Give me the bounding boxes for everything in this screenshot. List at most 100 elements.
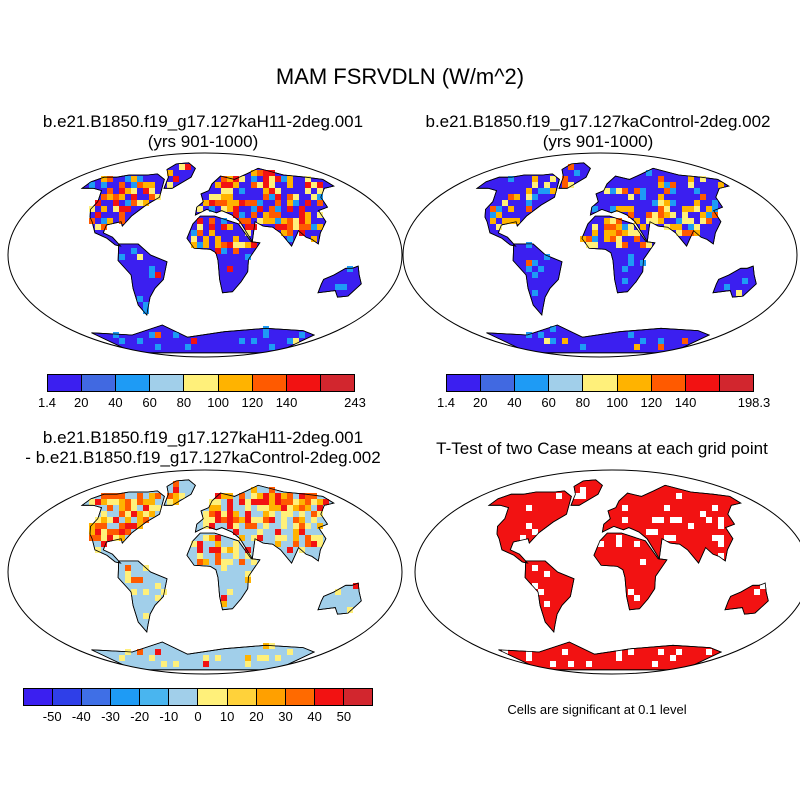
grid-cell xyxy=(580,487,586,493)
grid-cell xyxy=(658,344,664,350)
grid-cell xyxy=(580,236,586,242)
grid-cell xyxy=(227,589,233,595)
grid-cell xyxy=(149,332,155,338)
grid-cell xyxy=(299,224,305,230)
grid-cell xyxy=(119,535,125,541)
grid-cell xyxy=(538,188,544,194)
grid-cell xyxy=(257,517,263,523)
grid-cell xyxy=(281,523,287,529)
grid-cell xyxy=(317,499,323,505)
grid-cell xyxy=(305,535,311,541)
grid-cell xyxy=(317,541,323,547)
grid-cell xyxy=(125,505,131,511)
grid-cell xyxy=(245,499,251,505)
grid-cell xyxy=(269,194,275,200)
diff-title-line1: b.e21.B1850.f19_g17.127kaH11-2deg.001 xyxy=(42,428,364,447)
grid-cell xyxy=(245,517,251,523)
grid-cell xyxy=(281,176,287,182)
grid-cell xyxy=(89,523,95,529)
grid-cell xyxy=(143,188,149,194)
grid-cell xyxy=(311,541,317,547)
colorbar-box xyxy=(116,375,151,391)
grid-cell xyxy=(239,218,245,224)
grid-cell xyxy=(502,200,508,206)
grid-cell xyxy=(251,338,257,344)
grid-cell xyxy=(550,188,556,194)
grid-cell xyxy=(113,332,119,338)
grid-cell xyxy=(281,493,287,499)
coastline xyxy=(724,582,769,615)
grid-cell xyxy=(215,547,221,553)
grid-cell xyxy=(107,176,113,182)
grid-cell xyxy=(670,188,676,194)
grid-cell xyxy=(251,493,257,499)
grid-cell xyxy=(269,212,275,218)
grid-cell xyxy=(634,344,640,350)
grid-cell xyxy=(293,529,299,535)
grid-cell xyxy=(275,200,281,206)
figure-title: MAM FSRVDLN (W/m^2) xyxy=(275,64,525,89)
grid-cell xyxy=(592,224,598,230)
grid-cell xyxy=(299,547,305,553)
grid-cell xyxy=(616,188,622,194)
colorbar-box xyxy=(48,375,83,391)
grid-cell xyxy=(341,284,347,290)
grid-cell xyxy=(604,236,610,242)
grid-cell xyxy=(119,206,125,212)
grid-cell xyxy=(700,218,706,224)
colorbar-box xyxy=(685,375,720,391)
grid-cell xyxy=(670,517,676,523)
colorbar-box xyxy=(719,375,753,391)
map-border xyxy=(7,469,403,675)
grid-cell xyxy=(293,523,299,529)
grid-cell xyxy=(245,218,251,224)
coastline xyxy=(524,560,575,633)
grid-cell xyxy=(317,511,323,517)
diff-title-line2: - b.e21.B1850.f19_g17.127kaControl-2deg.… xyxy=(25,448,381,467)
grid-cell xyxy=(508,176,514,182)
grid-cell xyxy=(287,200,293,206)
grid-cell xyxy=(592,242,598,248)
grid-cell xyxy=(694,224,700,230)
colorbar-box xyxy=(218,375,253,391)
coastline xyxy=(558,162,591,189)
grid-cell xyxy=(526,266,532,272)
grid-cell xyxy=(670,182,676,188)
grid-cell xyxy=(658,206,664,212)
grid-cell xyxy=(508,194,514,200)
grid-cell xyxy=(335,284,341,290)
grid-cell xyxy=(706,212,712,218)
grid-cell xyxy=(670,200,676,206)
colorbar-tick-label: 80 xyxy=(575,395,591,410)
grid-cell xyxy=(221,248,227,254)
grid-cell xyxy=(191,236,197,242)
colorbar-box xyxy=(53,689,83,705)
grid-cell xyxy=(317,200,323,206)
grid-cell xyxy=(191,242,197,248)
grid-cell xyxy=(305,541,311,547)
grid-cell xyxy=(281,505,287,511)
grid-cell xyxy=(347,607,353,613)
grid-cell xyxy=(155,649,161,655)
grid-cell xyxy=(227,176,233,182)
grid-cell xyxy=(676,230,682,236)
grid-cell xyxy=(532,272,538,278)
coastline xyxy=(581,215,656,294)
grid-cell xyxy=(532,290,538,296)
grid-cell xyxy=(526,188,532,194)
grid-cell xyxy=(239,493,245,499)
grid-cell xyxy=(658,200,664,206)
diff-panel-title: b.e21.B1850.f19_g17.127kaH11-2deg.001 - … xyxy=(25,428,380,468)
case-panel-title: b.e21.B1850.f19_g17.127kaH11-2deg.001 (y… xyxy=(43,112,363,152)
grid-cell xyxy=(610,218,616,224)
grid-cell xyxy=(113,529,119,535)
coastline xyxy=(317,265,362,298)
coastline xyxy=(91,324,316,354)
grid-cell xyxy=(137,499,143,505)
grid-cell xyxy=(131,188,137,194)
grid-cell xyxy=(215,517,221,523)
grid-cell xyxy=(221,565,227,571)
grid-cell xyxy=(317,182,323,188)
case-title-line2: (yrs 901-1000) xyxy=(147,132,259,151)
grid-cell xyxy=(317,188,323,194)
